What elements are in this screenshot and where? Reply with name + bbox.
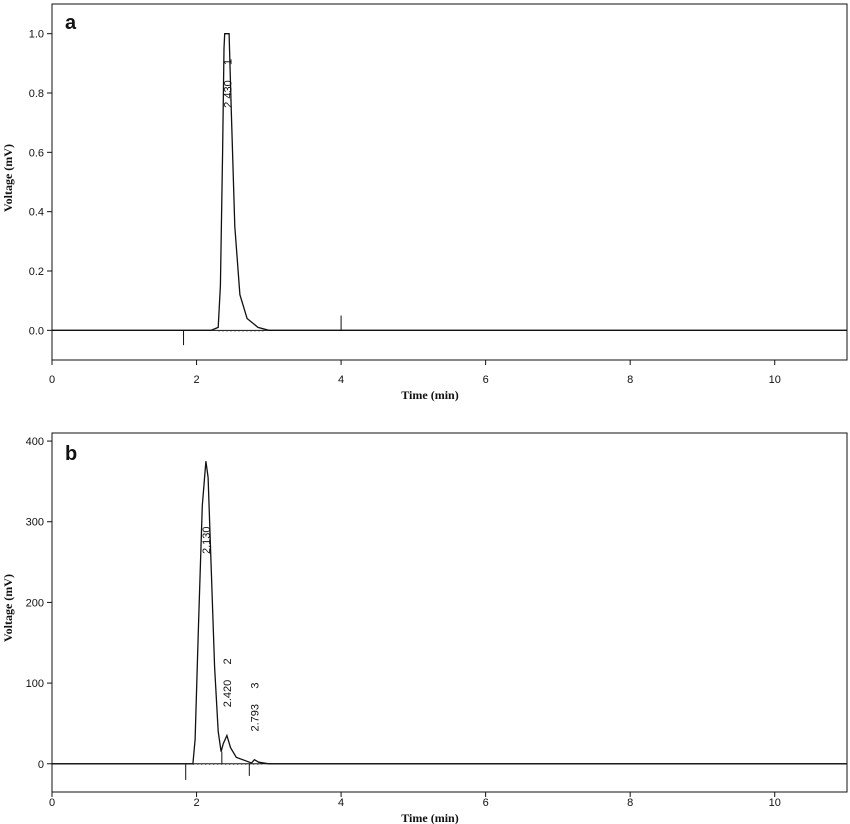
panel-a-y-tick-label: 0.2 [29, 266, 44, 278]
panel-b-x-tick-label: 10 [769, 797, 781, 809]
panel-a-label: a [65, 12, 77, 34]
panel-b: b Voltage (mV) Time (min) 0 2 4 6 8 100100200… [1, 432, 848, 824]
panel-b-y-tick-label: 0 [38, 759, 44, 771]
panel-b-x-tick-label: 0 [49, 797, 55, 809]
panel-a-y-tick-label: 0.0 [29, 325, 44, 337]
panel-a-frame [51, 3, 848, 361]
panel-a-x-tick-label: 8 [627, 374, 633, 386]
panel-b-x-tick-label: 6 [483, 797, 489, 809]
panel-a-y-tick-label: 1.0 [29, 29, 44, 41]
panel-b-peak-label: 2.793 3 [249, 683, 261, 732]
panel-b-signal-trace [52, 461, 847, 765]
panel-a-plot: 0 2 4 6 8 10 0.0 0.2 0.4 0.6 0.8 1.0 2.430 1 [29, 29, 847, 386]
panel-a-signal-trace [52, 33, 847, 331]
panel-a-y-tick-label: 0.6 [29, 147, 44, 159]
panel-b-x-axis-title: Time (min) [401, 811, 458, 824]
panel-a-peak-label: 2.430 1 [223, 59, 235, 108]
panel-b-x-tick-label: 8 [627, 797, 633, 809]
panel-a-y-tick-label: 0.4 [29, 207, 44, 219]
panel-b-frame [51, 432, 848, 793]
panel-b-x-tick-label: 4 [338, 797, 344, 809]
panel-a-x-axis-title: Time (min) [401, 388, 458, 402]
panel-b-peak-label: 2.130 [201, 526, 213, 554]
panel-a: a Voltage (mV) Time (min) 0 2 4 6 8 100.00.20… [1, 3, 848, 402]
panel-b-label: b [65, 443, 77, 465]
panel-a-y-tick-label: 0.8 [29, 88, 44, 100]
panel-b-x-tick-label: 2 [193, 797, 199, 809]
panel-a-x-tick-label: 2 [193, 374, 199, 386]
panel-b-y-tick-label: 400 [26, 436, 44, 448]
panel-b-y-tick-label: 100 [26, 678, 44, 690]
panel-b-y-tick-label: 200 [26, 597, 44, 609]
panel-a-x-tick-label: 0 [49, 374, 55, 386]
panel-a-x-tick-label: 10 [769, 374, 781, 386]
panel-b-y-tick-label: 300 [26, 517, 44, 529]
panel-b-y-axis-title: Voltage (mV) [1, 574, 15, 642]
panel-b-peak-label: 2.420 2 [222, 658, 234, 707]
panel-a-x-tick-label: 6 [483, 374, 489, 386]
panel-a-y-axis-title: Voltage (mV) [1, 144, 15, 212]
panel-a-x-tick-label: 4 [338, 374, 344, 386]
